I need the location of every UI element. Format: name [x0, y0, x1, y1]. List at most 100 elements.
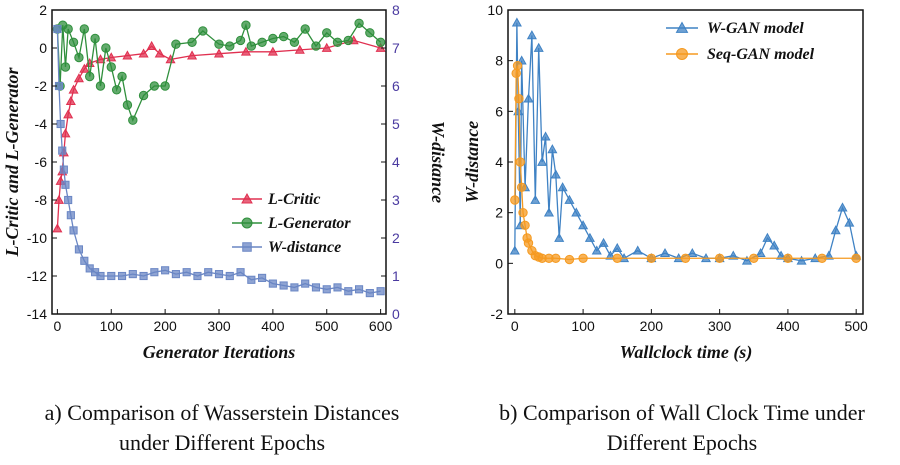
- right-seq-gan-model-point: [520, 220, 530, 231]
- right-y-ticks: 10 8 6 4 2 0 -2: [487, 2, 513, 322]
- right-x-tick-label: 200: [640, 318, 664, 334]
- left-l-generator-point: [332, 37, 343, 47]
- right-y-axis-title: W-distance: [462, 121, 482, 203]
- left-y-tick-label: 2: [39, 2, 47, 18]
- left-w-distance-point: [333, 283, 342, 292]
- right-legend-label: W-GAN model: [707, 20, 804, 37]
- right-x-tick-label: 500: [844, 318, 868, 334]
- left-y2-tick-label: 2: [392, 230, 400, 246]
- left-l-critic-point: [294, 44, 305, 54]
- right-w-gan-model-point: [755, 247, 766, 258]
- left-y2-tick-label: 5: [392, 116, 400, 132]
- right-w-gan-model-point: [557, 182, 568, 192]
- left-y2-tick-label: 1: [392, 268, 400, 284]
- right-w-gan-model-point: [533, 42, 544, 52]
- left-x-tick-label: 200: [153, 318, 177, 334]
- left-l-critic-point: [146, 40, 157, 50]
- right-w-gan-model-point: [796, 255, 807, 265]
- right-w-gan-model-point: [523, 93, 534, 103]
- right-w-gan-model-point: [741, 255, 752, 265]
- right-x-tick-label: 400: [776, 318, 800, 334]
- left-w-distance-point: [258, 273, 267, 282]
- left-l-generator-point: [322, 28, 332, 38]
- right-w-gan-model-point: [659, 247, 671, 258]
- left-l-generator-point: [128, 115, 138, 125]
- right-w-gan-model-point: [776, 250, 787, 260]
- right-seq-gan-model-point: [817, 253, 827, 263]
- left-y-tick-label: -4: [35, 116, 48, 132]
- right-plot-area: [509, 17, 862, 265]
- left-w-distance-point: [80, 256, 89, 265]
- left-y-axis-title: L-Critic and L-Generator: [2, 67, 22, 258]
- right-w-gan-model-point: [598, 237, 609, 247]
- left-y-ticks: 2 0 -2 -4 -6 -8 -10 -12 -14: [27, 2, 57, 322]
- left-l-generator-point: [95, 81, 106, 91]
- right-w-gan-model-point: [823, 250, 834, 260]
- left-y2-axis-title: W-distance: [428, 121, 448, 203]
- left-y-tick-label: -8: [35, 192, 48, 208]
- right-legend-label: Seq-GAN model: [707, 46, 815, 63]
- left-l-critic-point: [65, 95, 76, 106]
- left-x-ticks: 0 100 200 300 400 500 600: [53, 309, 393, 334]
- left-w-distance-point: [59, 165, 68, 174]
- left-w-distance-point: [236, 268, 245, 277]
- right-w-gan-model-point: [543, 207, 555, 217]
- left-l-generator-point: [101, 43, 111, 53]
- chart-left: 0 100 200 300 400 500 600 20-2-4-6-8-10-12-14 …: [2, 2, 448, 362]
- left-w-distance-point: [107, 271, 116, 281]
- left-l-critic-point: [95, 54, 106, 64]
- right-seq-gan-model-point: [515, 157, 525, 167]
- left-x-axis-title: Generator Iterations: [143, 342, 296, 362]
- left-w-distance-point: [301, 279, 310, 288]
- left-w-distance-point: [64, 195, 73, 205]
- left-y-tick-label: -6: [35, 154, 48, 170]
- left-w-distance-point: [247, 275, 256, 284]
- left-w-distance-point: [214, 270, 224, 279]
- left-w-distance-point: [290, 283, 299, 292]
- left-l-critic-point: [122, 50, 133, 60]
- left-l-critic-point: [60, 128, 71, 138]
- left-w-distance-point: [150, 268, 159, 277]
- right-w-gan-model-point: [837, 202, 848, 212]
- left-l-generator-point: [246, 41, 257, 51]
- chart-right: 0 100 200 300 400 500 10 8 6 4 2 0 -2 Wallclock tim…: [462, 2, 868, 363]
- left-y-tick-label: -10: [27, 230, 47, 246]
- left-legend: L-Critic L-Generator W-distance: [232, 191, 351, 256]
- left-w-distance-point: [66, 211, 75, 220]
- left-l-generator-point: [198, 26, 208, 36]
- left-l-critic-point: [321, 42, 332, 52]
- right-w-gan-model-point: [605, 250, 616, 260]
- left-l-generator-point: [149, 81, 160, 91]
- right-seq-gan-model-point: [749, 253, 759, 263]
- left-l-generator-point: [85, 71, 95, 82]
- left-w-distance-point: [311, 283, 321, 292]
- left-w-distance-point: [58, 146, 67, 155]
- left-w-distance-point: [354, 285, 364, 294]
- left-l-critic-point: [52, 223, 63, 233]
- left-l-generator-point: [278, 31, 289, 42]
- left-l-generator-point: [60, 62, 71, 72]
- left-x-tick-label: 300: [207, 318, 231, 334]
- left-legend-label: L-Generator: [267, 215, 351, 232]
- right-w-gan-model-point: [537, 156, 548, 166]
- left-l-generator-point: [138, 90, 149, 101]
- left-l-generator-point: [111, 85, 122, 95]
- left-w-distance-line: [56, 28, 381, 294]
- right-y-tick-label: 2: [495, 205, 503, 221]
- right-w-gan-model-point: [571, 207, 582, 217]
- left-l-critic-point: [213, 48, 225, 58]
- left-y2-tick-label: 8: [392, 2, 400, 18]
- left-w-distance-point: [322, 285, 331, 294]
- right-seq-gan-model-point: [646, 253, 657, 263]
- right-seq-gan-model-point: [680, 253, 691, 263]
- left-l-generator-point: [300, 24, 310, 34]
- left-l-critic-point: [267, 46, 278, 56]
- right-seq-gan-model-point: [514, 93, 524, 104]
- right-w-gan-model-point: [769, 240, 780, 250]
- left-l-critic-line: [56, 39, 381, 229]
- left-legend-marker: [241, 192, 253, 204]
- left-w-distance-point: [344, 287, 353, 296]
- right-seq-gan-model-point: [510, 195, 520, 205]
- right-seq-gan-model-point: [714, 253, 725, 263]
- left-l-generator-point: [354, 18, 364, 28]
